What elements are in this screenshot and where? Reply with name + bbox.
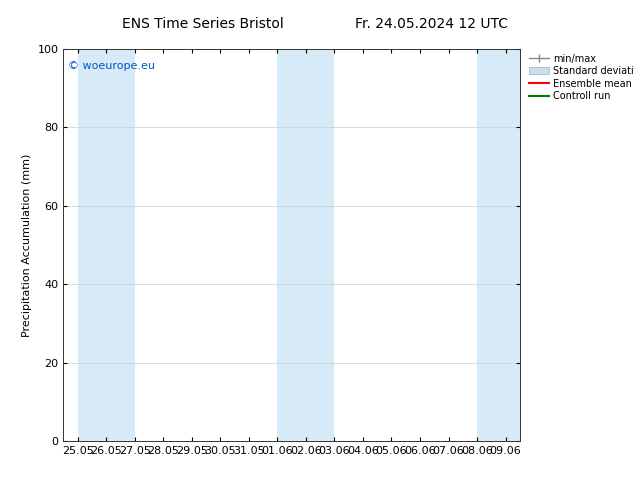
Bar — [477, 49, 520, 441]
Bar — [78, 49, 135, 441]
Text: © woeurope.eu: © woeurope.eu — [68, 61, 155, 71]
Y-axis label: Precipitation Accumulation (mm): Precipitation Accumulation (mm) — [22, 153, 32, 337]
Text: ENS Time Series Bristol: ENS Time Series Bristol — [122, 18, 284, 31]
Bar — [278, 49, 335, 441]
Text: Fr. 24.05.2024 12 UTC: Fr. 24.05.2024 12 UTC — [354, 18, 508, 31]
Legend: min/max, Standard deviation, Ensemble mean run, Controll run: min/max, Standard deviation, Ensemble me… — [529, 54, 634, 101]
